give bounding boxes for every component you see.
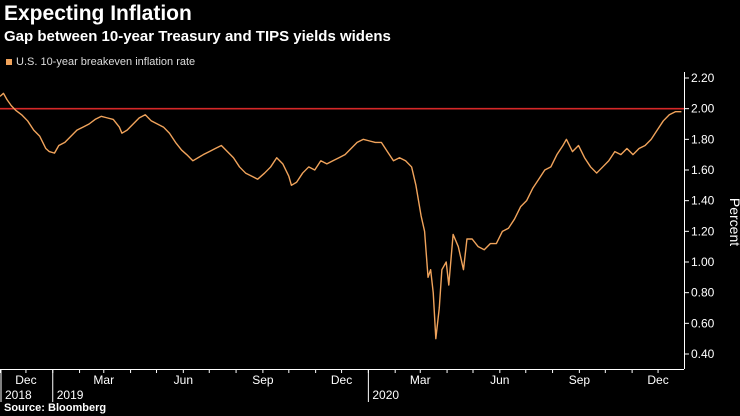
series-line-0 [0,92,682,340]
chart-source: Source: Bloomberg [4,402,107,414]
y-tick-label: 1.20 [691,224,715,238]
x-tick-label: Dec [647,373,668,387]
x-tick-label: Jun [490,373,509,387]
x-tick-label: Dec [15,373,36,387]
y-tick-label: 0.40 [691,347,715,361]
chart-subtitle: Gap between 10-year Treasury and TIPS yi… [4,28,391,45]
x-tick-label: Jun [174,373,193,387]
x-tick-label: Mar [93,373,114,387]
y-tick-label: 1.60 [691,163,715,177]
y-tick-label: 1.00 [691,255,715,269]
chart-title: Expecting Inflation [4,2,192,25]
x-tick-label: Mar [410,373,431,387]
legend-label: U.S. 10-year breakeven inflation rate [16,56,196,68]
legend: U.S. 10-year breakeven inflation rate [6,56,195,68]
x-tick-label: Sep [252,373,274,387]
x-tick-label: Dec [331,373,352,387]
year-label: 2018 [5,388,32,402]
year-label: 2019 [57,388,84,402]
legend-swatch [6,59,12,65]
y-tick-label: 2.20 [691,71,715,85]
y-tick-label: 0.80 [691,286,715,300]
y-tick-label: 0.60 [691,316,715,330]
y-tick-label: 2.00 [691,102,715,116]
y-axis-label: Percent [727,198,740,246]
y-tick-label: 1.40 [691,194,715,208]
x-tick-label: Sep [569,373,591,387]
year-label: 2020 [372,388,399,402]
y-tick-label: 1.80 [691,132,715,146]
